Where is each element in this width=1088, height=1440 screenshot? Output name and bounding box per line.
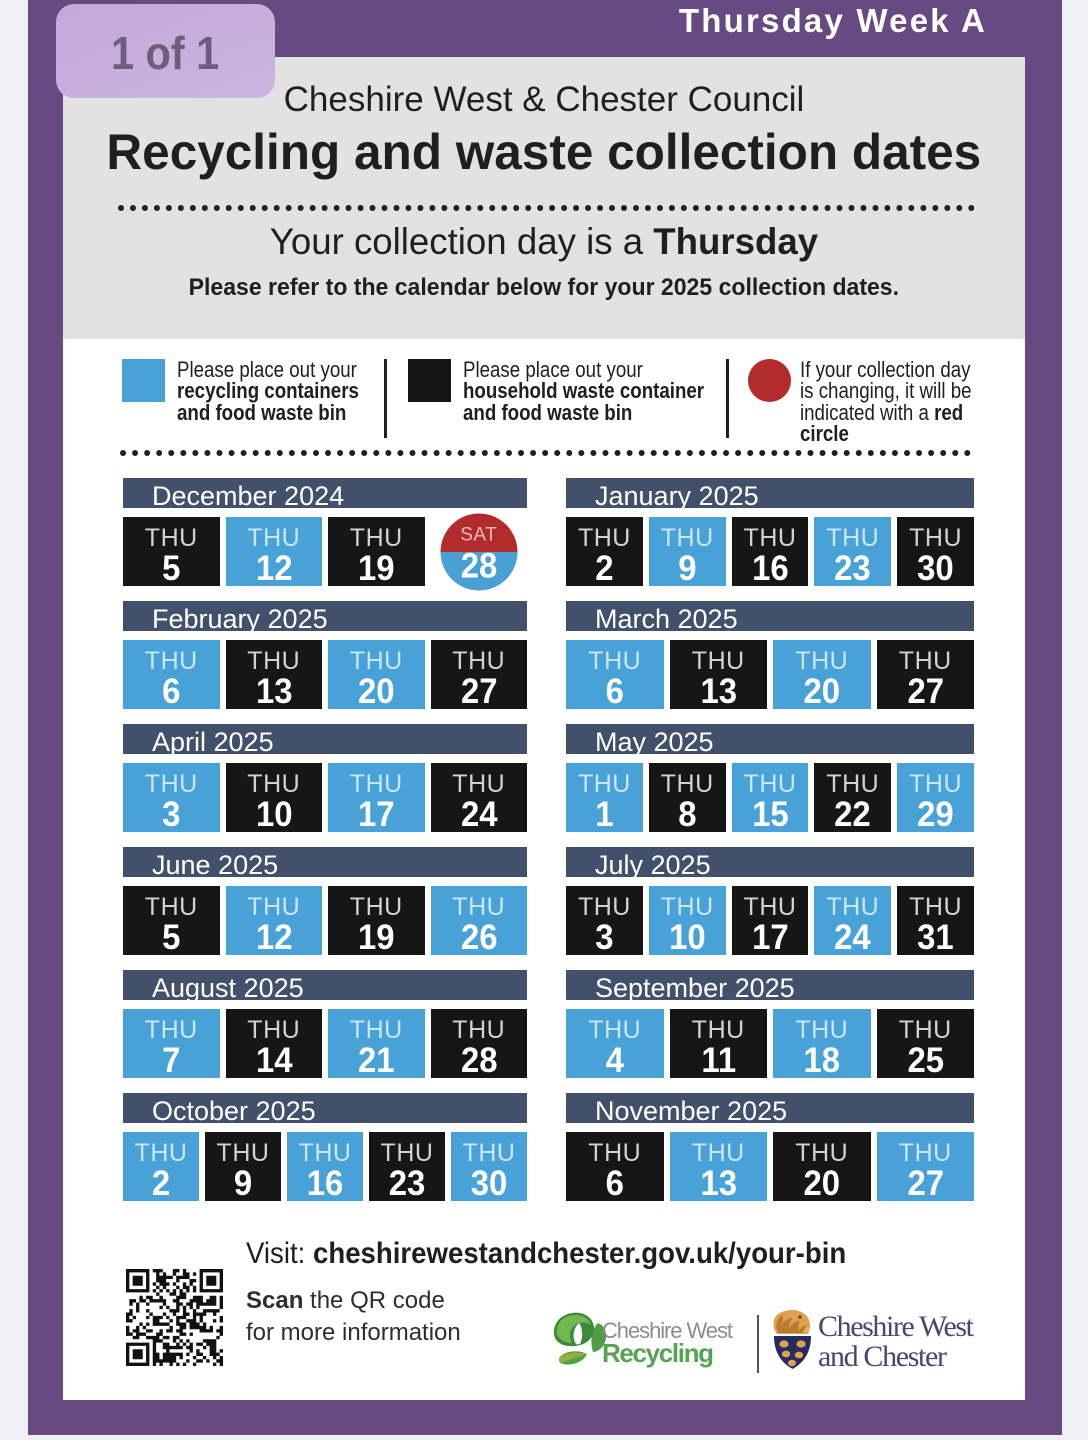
svg-text:Recycling: Recycling [602,1338,714,1368]
svg-text:Cheshire West: Cheshire West [818,1310,975,1343]
svg-text:Cheshire West: Cheshire West [602,1318,733,1343]
svg-text:and Chester: and Chester [818,1340,947,1371]
